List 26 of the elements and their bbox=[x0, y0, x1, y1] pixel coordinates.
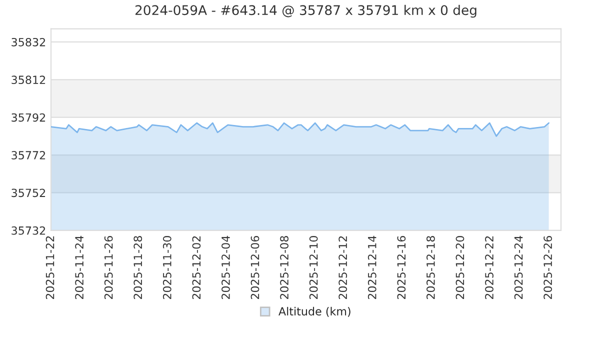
x-tick-label: 2025-12-08 bbox=[280, 236, 288, 300]
legend-label: Altitude (km) bbox=[278, 306, 350, 317]
x-tick-label: 2025-11-28 bbox=[134, 236, 142, 300]
x-tick-label: 2025-12-26 bbox=[544, 236, 552, 300]
y-tick-label: 35752 bbox=[12, 188, 46, 198]
x-tick-label: 2025-12-20 bbox=[456, 236, 464, 300]
x-tick-label: 2025-12-02 bbox=[192, 236, 201, 300]
x-tick-label: 2025-12-18 bbox=[426, 236, 435, 300]
y-tick-label: 35772 bbox=[12, 151, 46, 160]
x-tick-label: 2025-12-04 bbox=[222, 236, 230, 300]
x-tick-label: 2025-11-22 bbox=[46, 236, 54, 300]
x-tick-label: 2025-12-14 bbox=[368, 236, 376, 300]
x-tick-label: 2025-11-26 bbox=[104, 236, 113, 300]
x-tick-label: 2025-12-10 bbox=[309, 236, 318, 300]
x-tick-label: 2025-12-06 bbox=[250, 236, 260, 300]
y-tick-label: 35732 bbox=[12, 226, 46, 235]
x-tick-label: 2025-12-12 bbox=[338, 236, 348, 300]
y-tick-label: 35832 bbox=[12, 38, 46, 46]
chart-title: 2024-059A - #643.14 @ 35787 x 35791 km x 0 deg bbox=[135, 4, 476, 18]
x-tick-label: 2025-12-22 bbox=[485, 236, 494, 300]
x-tick-label: 2025-12-16 bbox=[397, 236, 406, 300]
x-tick-label: 2025-12-24 bbox=[514, 236, 523, 300]
x-tick-label: 2025-11-24 bbox=[75, 236, 84, 300]
y-tick-label: 35792 bbox=[12, 113, 46, 122]
x-tick-label: 2025-11-30 bbox=[162, 236, 172, 300]
y-tick-label: 35812 bbox=[12, 76, 46, 84]
